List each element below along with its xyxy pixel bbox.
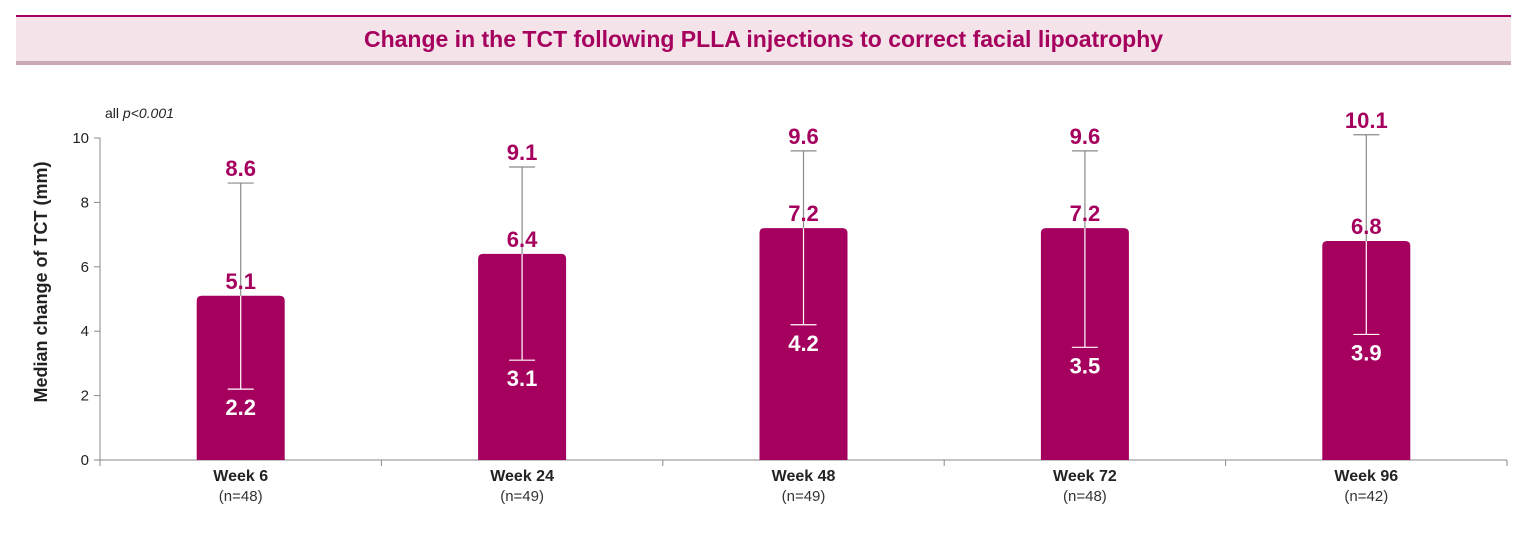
x-sample-size-label: (n=49): [500, 488, 544, 505]
median-value-label: 6.4: [507, 227, 538, 252]
chart-title: Change in the TCT following PLLA injecti…: [363, 25, 1164, 52]
y-tick-label: 4: [81, 323, 89, 340]
upper-value-label: 9.6: [788, 124, 819, 149]
y-tick-label: 10: [72, 130, 89, 147]
x-sample-size-label: (n=48): [1063, 488, 1107, 505]
median-value-label: 7.2: [788, 201, 819, 226]
y-tick-label: 8: [81, 194, 89, 211]
x-sample-size-label: (n=42): [1344, 488, 1388, 505]
median-value-label: 6.8: [1351, 214, 1382, 239]
lower-value-label: 4.2: [788, 331, 819, 356]
chart-title-band: Change in the TCT following PLLA injecti…: [16, 15, 1511, 65]
significance-note-prefix: all: [105, 105, 123, 121]
lower-value-label: 3.5: [1070, 353, 1101, 378]
upper-value-label: 8.6: [225, 156, 256, 181]
x-category-label: Week 96: [1334, 468, 1398, 485]
y-axis-label: Median change of TCT (mm): [31, 161, 51, 402]
x-category-label: Week 24: [490, 468, 554, 485]
x-sample-size-label: (n=48): [219, 488, 263, 505]
bar: [759, 228, 848, 460]
significance-note: all p<0.001: [105, 105, 174, 121]
upper-value-label: 10.1: [1345, 108, 1388, 133]
y-tick-label: 0: [81, 452, 89, 469]
bar: [1322, 241, 1411, 460]
lower-value-label: 3.1: [507, 366, 538, 391]
x-category-label: Week 48: [772, 468, 836, 485]
median-value-label: 5.1: [225, 269, 256, 294]
median-value-label: 7.2: [1070, 201, 1101, 226]
significance-note-pvalue: p<0.001: [122, 105, 174, 121]
upper-value-label: 9.1: [507, 140, 538, 165]
x-category-label: Week 6: [213, 468, 268, 485]
lower-value-label: 3.9: [1351, 340, 1382, 365]
x-category-label: Week 72: [1053, 468, 1117, 485]
lower-value-label: 2.2: [225, 395, 256, 420]
x-sample-size-label: (n=49): [782, 488, 826, 505]
y-tick-label: 2: [81, 388, 89, 405]
upper-value-label: 9.6: [1070, 124, 1101, 149]
y-tick-label: 6: [81, 259, 89, 276]
